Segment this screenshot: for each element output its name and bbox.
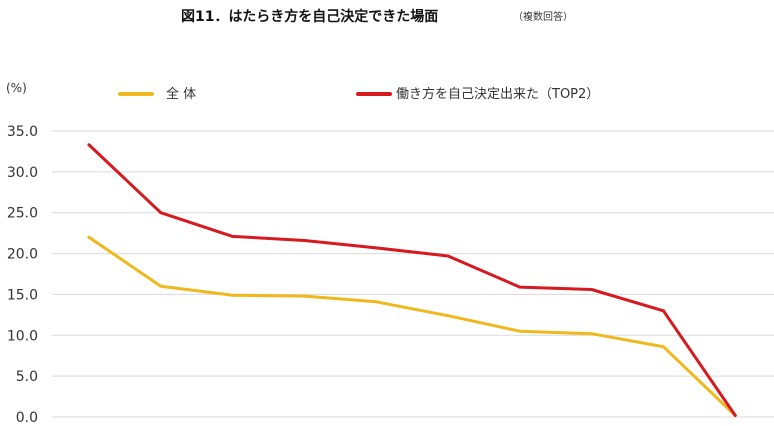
series-line-total: [87, 235, 737, 417]
legend: 全 体 働き方を自己決定出来た（TOP2）: [118, 86, 599, 102]
y-tick-label: 15.0: [7, 287, 38, 303]
y-tick-label: 35.0: [7, 124, 38, 140]
data-point-total: [590, 332, 594, 336]
data-point-total: [446, 314, 450, 318]
y-tick-label: 5.0: [16, 369, 38, 385]
chart-subtitle: （複数回答）: [513, 10, 573, 23]
series-lines: [87, 143, 737, 417]
data-point-total: [661, 345, 665, 349]
data-point-total: [87, 235, 91, 239]
data-point-top2: [302, 238, 306, 242]
series-line-top2: [87, 143, 737, 417]
y-tick-label: 30.0: [7, 165, 38, 181]
data-point-total: [159, 284, 163, 288]
data-point-top2: [661, 309, 665, 313]
data-point-top2: [590, 288, 594, 292]
data-point-top2: [446, 254, 450, 258]
y-tick-label: 0.0: [16, 410, 38, 426]
y-axis-ticks: 35.0 30.0 25.0 20.0 15.0 10.0 5.0 0.0: [7, 124, 38, 426]
data-point-top2: [518, 285, 522, 289]
data-point-total: [302, 294, 306, 298]
data-point-total: [518, 329, 522, 333]
data-point-top2: [87, 143, 91, 147]
data-point-top2: [374, 246, 378, 250]
data-point-top2: [733, 413, 737, 417]
data-point-total: [374, 300, 378, 304]
legend-label-top2: 働き方を自己決定出来た（TOP2）: [396, 86, 599, 102]
y-tick-label: 25.0: [7, 206, 38, 222]
data-point-top2: [159, 211, 163, 215]
data-point-top2: [231, 234, 235, 238]
chart-title: 図11．はたらき方を自己決定できた場面: [181, 8, 438, 25]
grid-lines: [52, 130, 774, 418]
y-tick-label: 20.0: [7, 247, 38, 263]
data-point-total: [231, 293, 235, 297]
y-tick-label: 10.0: [7, 328, 38, 344]
y-axis-unit-label: (%): [6, 81, 27, 95]
legend-label-total: 全 体: [166, 86, 196, 102]
